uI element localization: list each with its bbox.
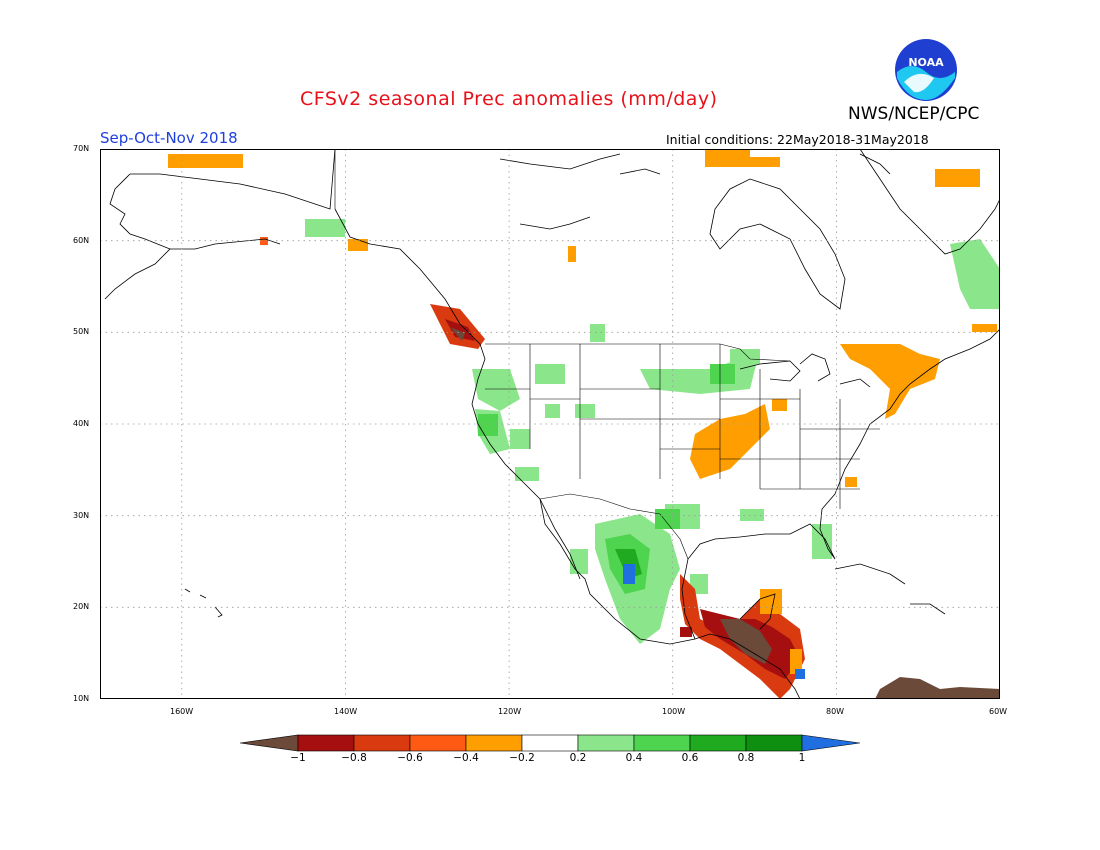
colorbar-tick-label: 0.6 — [681, 752, 699, 764]
lat-label: 50N — [73, 327, 90, 336]
colorbar-tick-label: 0.8 — [737, 752, 755, 764]
anomaly-patches — [168, 149, 1000, 699]
colorbar-segment — [689, 734, 747, 752]
precip-anomaly-map — [100, 149, 1000, 699]
colorbar-segment — [297, 734, 355, 752]
colorbar-segment — [633, 734, 691, 752]
colorbar-tick-label: −0.4 — [453, 752, 479, 764]
graticule — [100, 149, 1000, 699]
political-borders — [334, 149, 880, 560]
lon-label: 80W — [826, 707, 845, 716]
colorbar-tick-label: 0.2 — [569, 752, 587, 764]
logo-text: NOAA — [908, 56, 944, 69]
lat-label: 60N — [73, 236, 90, 245]
colorbar-tick-label: −1 — [290, 752, 306, 764]
colorbar-segment — [465, 734, 523, 752]
colorbar-segment — [745, 734, 803, 752]
colorbar-segment — [521, 734, 579, 752]
lon-label: 100W — [662, 707, 686, 716]
colorbar-tick-label: −0.2 — [509, 752, 535, 764]
colorbar-tick-label: 1 — [798, 752, 806, 764]
colorbar — [240, 734, 860, 752]
agency-label: NWS/NCEP/CPC — [848, 104, 980, 124]
colorbar-segment — [409, 734, 467, 752]
lon-label: 140W — [334, 707, 358, 716]
colorbar-segment — [353, 734, 411, 752]
colorbar-tick-label: −0.8 — [341, 752, 367, 764]
lat-label: 70N — [73, 144, 90, 153]
lat-label: 30N — [73, 511, 90, 520]
colorbar-segment — [240, 734, 299, 752]
lat-label: 40N — [73, 419, 90, 428]
lat-label: 20N — [73, 602, 90, 611]
colorbar-segment — [801, 734, 860, 752]
colorbar-segment — [577, 734, 635, 752]
lon-label: 60W — [989, 707, 1008, 716]
colorbar-tick-label: −0.6 — [397, 752, 423, 764]
lon-label: 160W — [170, 707, 194, 716]
lon-label: 120W — [498, 707, 522, 716]
initial-conditions-label: Initial conditions: 22May2018-31May2018 — [666, 132, 929, 147]
noaa-logo: NOAA — [895, 39, 957, 101]
lat-label: 10N — [73, 694, 90, 703]
colorbar-tick-label: 0.4 — [625, 752, 643, 764]
coastlines — [104, 149, 1000, 699]
map-title: CFSv2 seasonal Prec anomalies (mm/day) — [300, 88, 718, 110]
season-label: Sep-Oct-Nov 2018 — [100, 129, 238, 147]
